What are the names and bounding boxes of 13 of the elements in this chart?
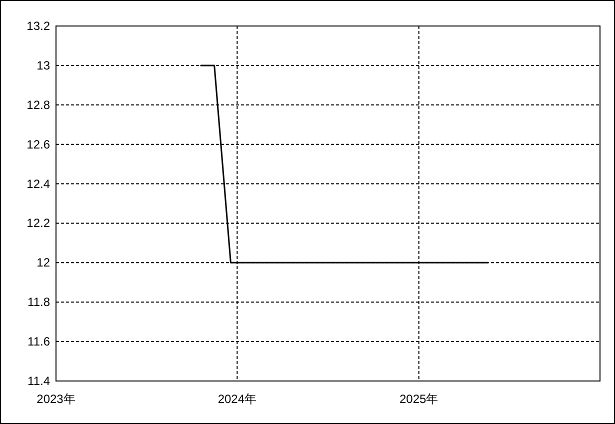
y-tick-label: 11.6 bbox=[28, 334, 50, 349]
y-tick-label: 13.2 bbox=[26, 19, 50, 33]
y-tick-label: 12.2 bbox=[26, 216, 50, 230]
y-tick-label: 11.4 bbox=[28, 374, 50, 388]
x-tick-label: 2025年 bbox=[399, 392, 438, 406]
y-tick-label: 12 bbox=[36, 256, 50, 270]
y-tick-label: 11.8 bbox=[28, 295, 50, 310]
y-tick-label: 12.6 bbox=[26, 137, 50, 152]
x-tick-label: 2023年 bbox=[36, 392, 76, 406]
y-tick-label: 13 bbox=[36, 58, 50, 72]
x-tick-label: 2024年 bbox=[218, 392, 257, 406]
y-tick-label: 12.4 bbox=[26, 176, 50, 191]
y-tick-label: 12.8 bbox=[26, 98, 50, 112]
